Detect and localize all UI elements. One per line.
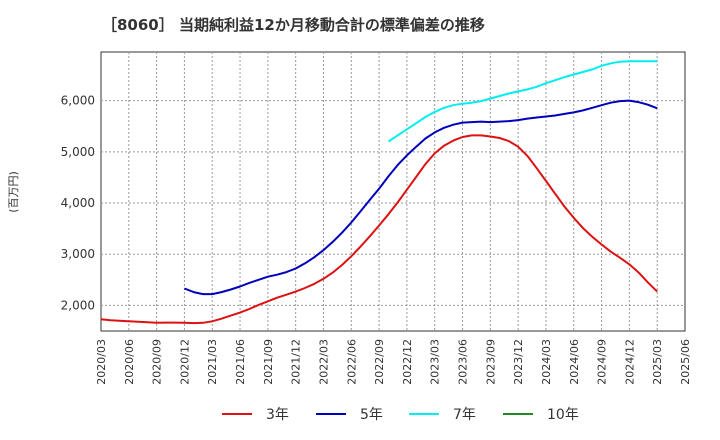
x-tick-label: 2024/06 [568,339,581,385]
x-tick-label: 2023/09 [484,339,497,385]
plot-area [100,51,686,332]
y-axis-label: (百万円) [7,171,20,213]
y-tick-label: 3,000 [61,247,95,261]
x-tick-label: 2021/06 [234,339,247,385]
x-tick-label: 2025/06 [679,339,692,385]
y-tick-label: 4,000 [61,196,95,210]
y-tick-label: 2,000 [61,298,95,312]
x-tick-label: 2023/03 [429,339,442,385]
x-tick-label: 2021/03 [206,339,219,385]
legend-label: 5年 [360,407,383,423]
x-tick-label: 2022/03 [317,339,330,385]
x-tick-label: 2024/12 [623,339,636,385]
x-tick-label: 2024/09 [596,339,609,385]
x-tick-label: 2023/06 [457,339,470,385]
x-tick-label: 2020/06 [123,339,136,385]
series-lines [100,60,658,325]
legend-label: 7年 [453,407,476,423]
y-tick-label: 5,000 [61,145,95,159]
x-tick-label: 2022/06 [345,339,358,385]
x-tick-label: 2023/12 [512,339,525,385]
series-line-7年 [387,60,658,143]
legend: 3年 5年 7年 10年 [222,407,579,423]
series-line-3年 [100,134,658,325]
legend-label: 10年 [547,407,579,423]
x-tick-label: 2021/12 [290,339,303,385]
y-axis-ticks: 2,000 3,000 4,000 5,000 6,000 [61,94,95,313]
y-tick-label: 6,000 [61,94,95,108]
x-tick-label: 2024/03 [540,339,553,385]
x-tick-label: 2020/09 [151,339,164,385]
x-tick-label: 2020/12 [178,339,191,385]
x-tick-label: 2020/03 [95,339,108,385]
x-tick-label: 2021/09 [262,339,275,385]
legend-label: 3年 [266,407,289,423]
x-tick-label: 2022/12 [401,339,414,385]
x-axis-ticks: 2020/03 2020/06 2020/09 2020/12 2021/03 2021/… [95,339,692,385]
chart-title: ［8060］ 当期純利益12か月移動合計の標準偏差の推移 [102,16,485,34]
grid-lines [101,52,685,331]
series-line-5年 [184,99,658,296]
x-tick-label: 2025/03 [651,339,664,385]
x-tick-label: 2022/09 [373,339,386,385]
